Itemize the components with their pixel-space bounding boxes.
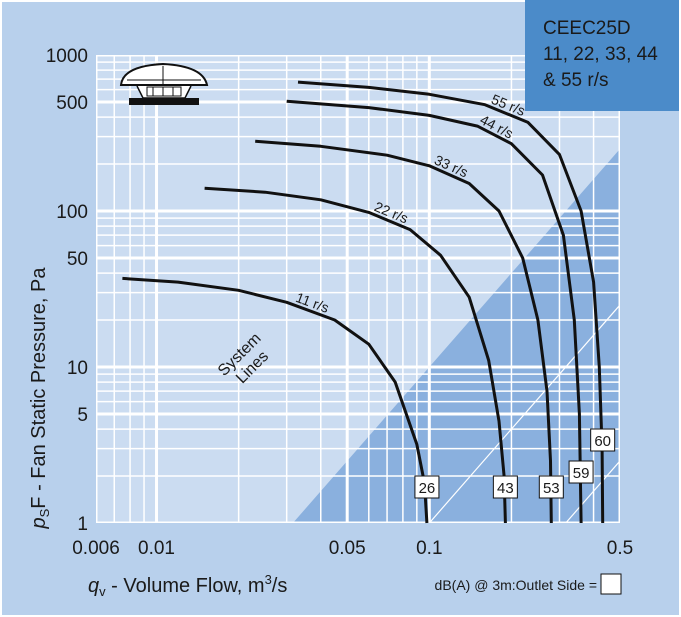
db-box: 43 xyxy=(492,475,518,499)
y-tick-label: 10 xyxy=(67,358,88,379)
title-line-1: CEEC25D xyxy=(543,18,631,39)
y-tick-label: 1000 xyxy=(46,46,88,67)
y-tick-label: 1 xyxy=(77,514,88,535)
db-legend-text: dB(A) @ 3m:Outlet Side = xyxy=(435,577,597,593)
operating-region xyxy=(292,55,620,523)
x-tick-label: 0.1 xyxy=(416,538,442,559)
x-axis-label-suffix: /s xyxy=(272,575,288,597)
system-line xyxy=(428,304,620,523)
fan-curve-44-r-s xyxy=(286,99,583,524)
y-axis-label-text: F - Fan Static Pressure, Pa xyxy=(28,267,50,509)
roof-fan-icon xyxy=(119,62,209,105)
y-axis-label-subscript: S xyxy=(37,508,52,517)
grid xyxy=(96,55,620,523)
fan-curve-33-r-s xyxy=(255,139,553,524)
y-axis-label: pSF - Fan Static Pressure, Pa xyxy=(28,267,52,530)
x-axis-label-text: - Volume Flow, m xyxy=(106,575,265,597)
x-tick-label: 0.5 xyxy=(607,538,633,559)
db-box-frame xyxy=(568,460,594,484)
db-box: 53 xyxy=(538,475,564,499)
y-tick-label: 100 xyxy=(56,202,88,223)
title-line-3: & 55 r/s xyxy=(543,70,608,91)
y-tick-label: 50 xyxy=(67,249,88,270)
title-background xyxy=(525,0,679,111)
db-box-value: 59 xyxy=(573,465,590,482)
x-axis-label: qv - Volume Flow, m3/s xyxy=(88,572,287,599)
db-legend-box xyxy=(600,573,622,595)
fan-curves xyxy=(122,80,605,524)
fan-curve-11-r-s xyxy=(122,276,429,524)
db-box-value: 60 xyxy=(594,433,611,450)
fan-curve-55-r-s xyxy=(297,80,605,524)
system-lines xyxy=(428,304,620,523)
y-tick-label: 500 xyxy=(56,93,88,114)
db-box-frame xyxy=(538,475,564,499)
y-tick-label: 5 xyxy=(77,405,88,426)
x-tick-label: 0.01 xyxy=(138,538,175,559)
x-tick-label: 0.006 xyxy=(72,538,120,559)
db-box-frame xyxy=(590,428,616,452)
db-box-frame xyxy=(492,475,518,499)
db-box: 26 xyxy=(414,475,440,499)
title-line-2: 11, 22, 33, 44 xyxy=(543,44,658,65)
db-box: 59 xyxy=(568,460,594,484)
tick-labels: 0.006 0.01 0.05 0.1 0.5 1000 500 100 50 10 5 1 xyxy=(46,46,633,559)
db-legend: dB(A) @ 3m:Outlet Side = xyxy=(435,573,622,595)
x-axis-label-subscript: v xyxy=(99,584,106,599)
db-box-value: 43 xyxy=(497,480,514,497)
title-box: CEEC25D 11, 22, 33, 44 & 55 r/s xyxy=(525,0,679,111)
operating-region-fill xyxy=(292,55,620,523)
x-axis-label-superscript: 3 xyxy=(265,572,272,587)
y-axis-label-symbol: p xyxy=(28,517,50,529)
x-axis-label-symbol: q xyxy=(88,575,99,597)
db-box-frame xyxy=(414,475,440,499)
db-box-value: 26 xyxy=(419,480,436,497)
x-tick-label: 0.05 xyxy=(329,538,366,559)
db-box: 60 xyxy=(590,428,616,452)
fan-curve-22-r-s xyxy=(204,186,507,524)
db-box-value: 53 xyxy=(543,480,560,497)
